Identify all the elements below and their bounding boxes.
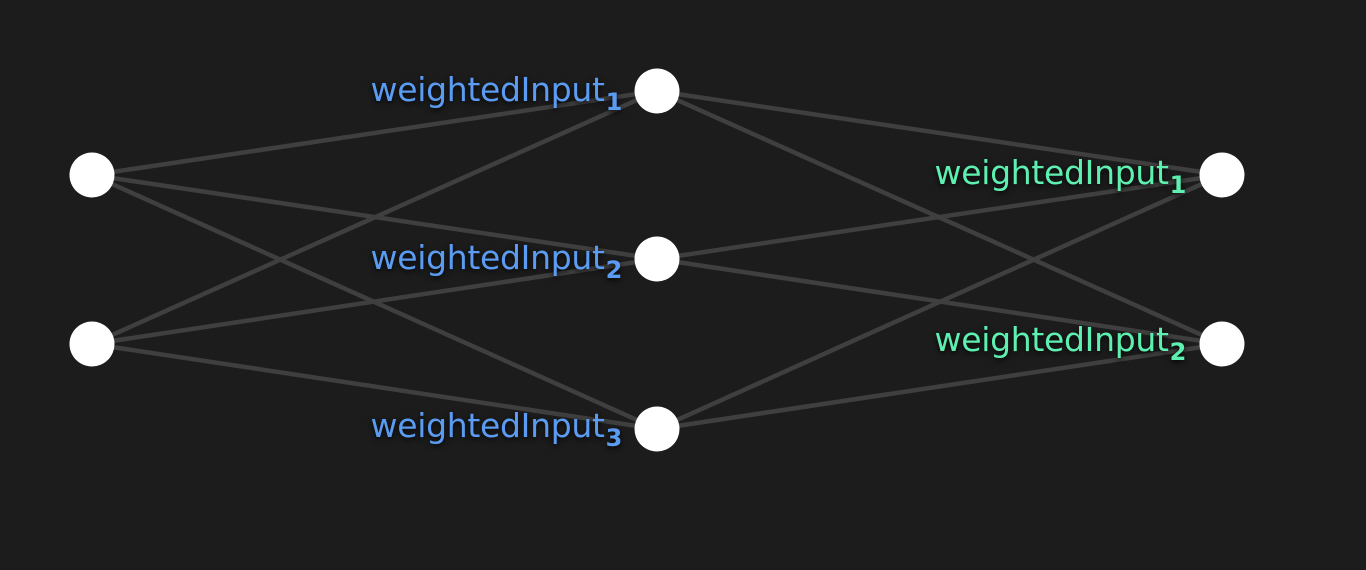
output-neuron-2-label: weightedInput2	[934, 320, 1187, 367]
hidden-neuron-3-label: weightedInput3	[370, 406, 623, 453]
hidden-neuron-1-label: weightedInput1	[370, 70, 623, 117]
connection-input-2-to-hidden-1	[89, 88, 660, 347]
hidden-neuron-1-label-text: weightedInput	[370, 70, 605, 109]
output-neuron-1-label: weightedInput1	[934, 153, 1187, 200]
output-neuron-2-label-text: weightedInput	[934, 320, 1169, 359]
neurons	[69, 68, 1245, 452]
output-neuron-1-label-subscript: 1	[1169, 171, 1187, 199]
connection-hidden-3-to-output-2	[654, 341, 1225, 432]
output-neuron-1	[1199, 152, 1245, 198]
input-neuron-2	[69, 321, 115, 367]
output-neuron-1-label-text: weightedInput	[934, 153, 1169, 192]
input-neuron-1	[69, 152, 115, 198]
hidden-neuron-2	[634, 236, 680, 282]
hidden-neuron-1	[634, 68, 680, 114]
connection-hidden-1-to-output-1	[654, 88, 1225, 178]
hidden-neuron-3-label-subscript: 3	[605, 424, 623, 452]
connection-hidden-2-to-output-1	[654, 172, 1225, 262]
hidden-neuron-2-label: weightedInput2	[370, 238, 623, 285]
hidden-neuron-1-label-subscript: 1	[605, 88, 623, 116]
hidden-neuron-2-label-subscript: 2	[605, 256, 623, 284]
connections	[89, 88, 1225, 432]
output-neuron-2	[1199, 321, 1245, 367]
connection-input-2-to-hidden-3	[89, 341, 660, 432]
connection-hidden-3-to-output-1	[654, 172, 1225, 432]
hidden-neuron-3	[634, 406, 680, 452]
hidden-neuron-3-label-text: weightedInput	[370, 406, 605, 445]
connection-input-1-to-hidden-1	[89, 88, 660, 178]
output-neuron-2-label-subscript: 2	[1169, 338, 1187, 366]
hidden-neuron-2-label-text: weightedInput	[370, 238, 605, 277]
connection-input-2-to-hidden-2	[89, 256, 660, 347]
